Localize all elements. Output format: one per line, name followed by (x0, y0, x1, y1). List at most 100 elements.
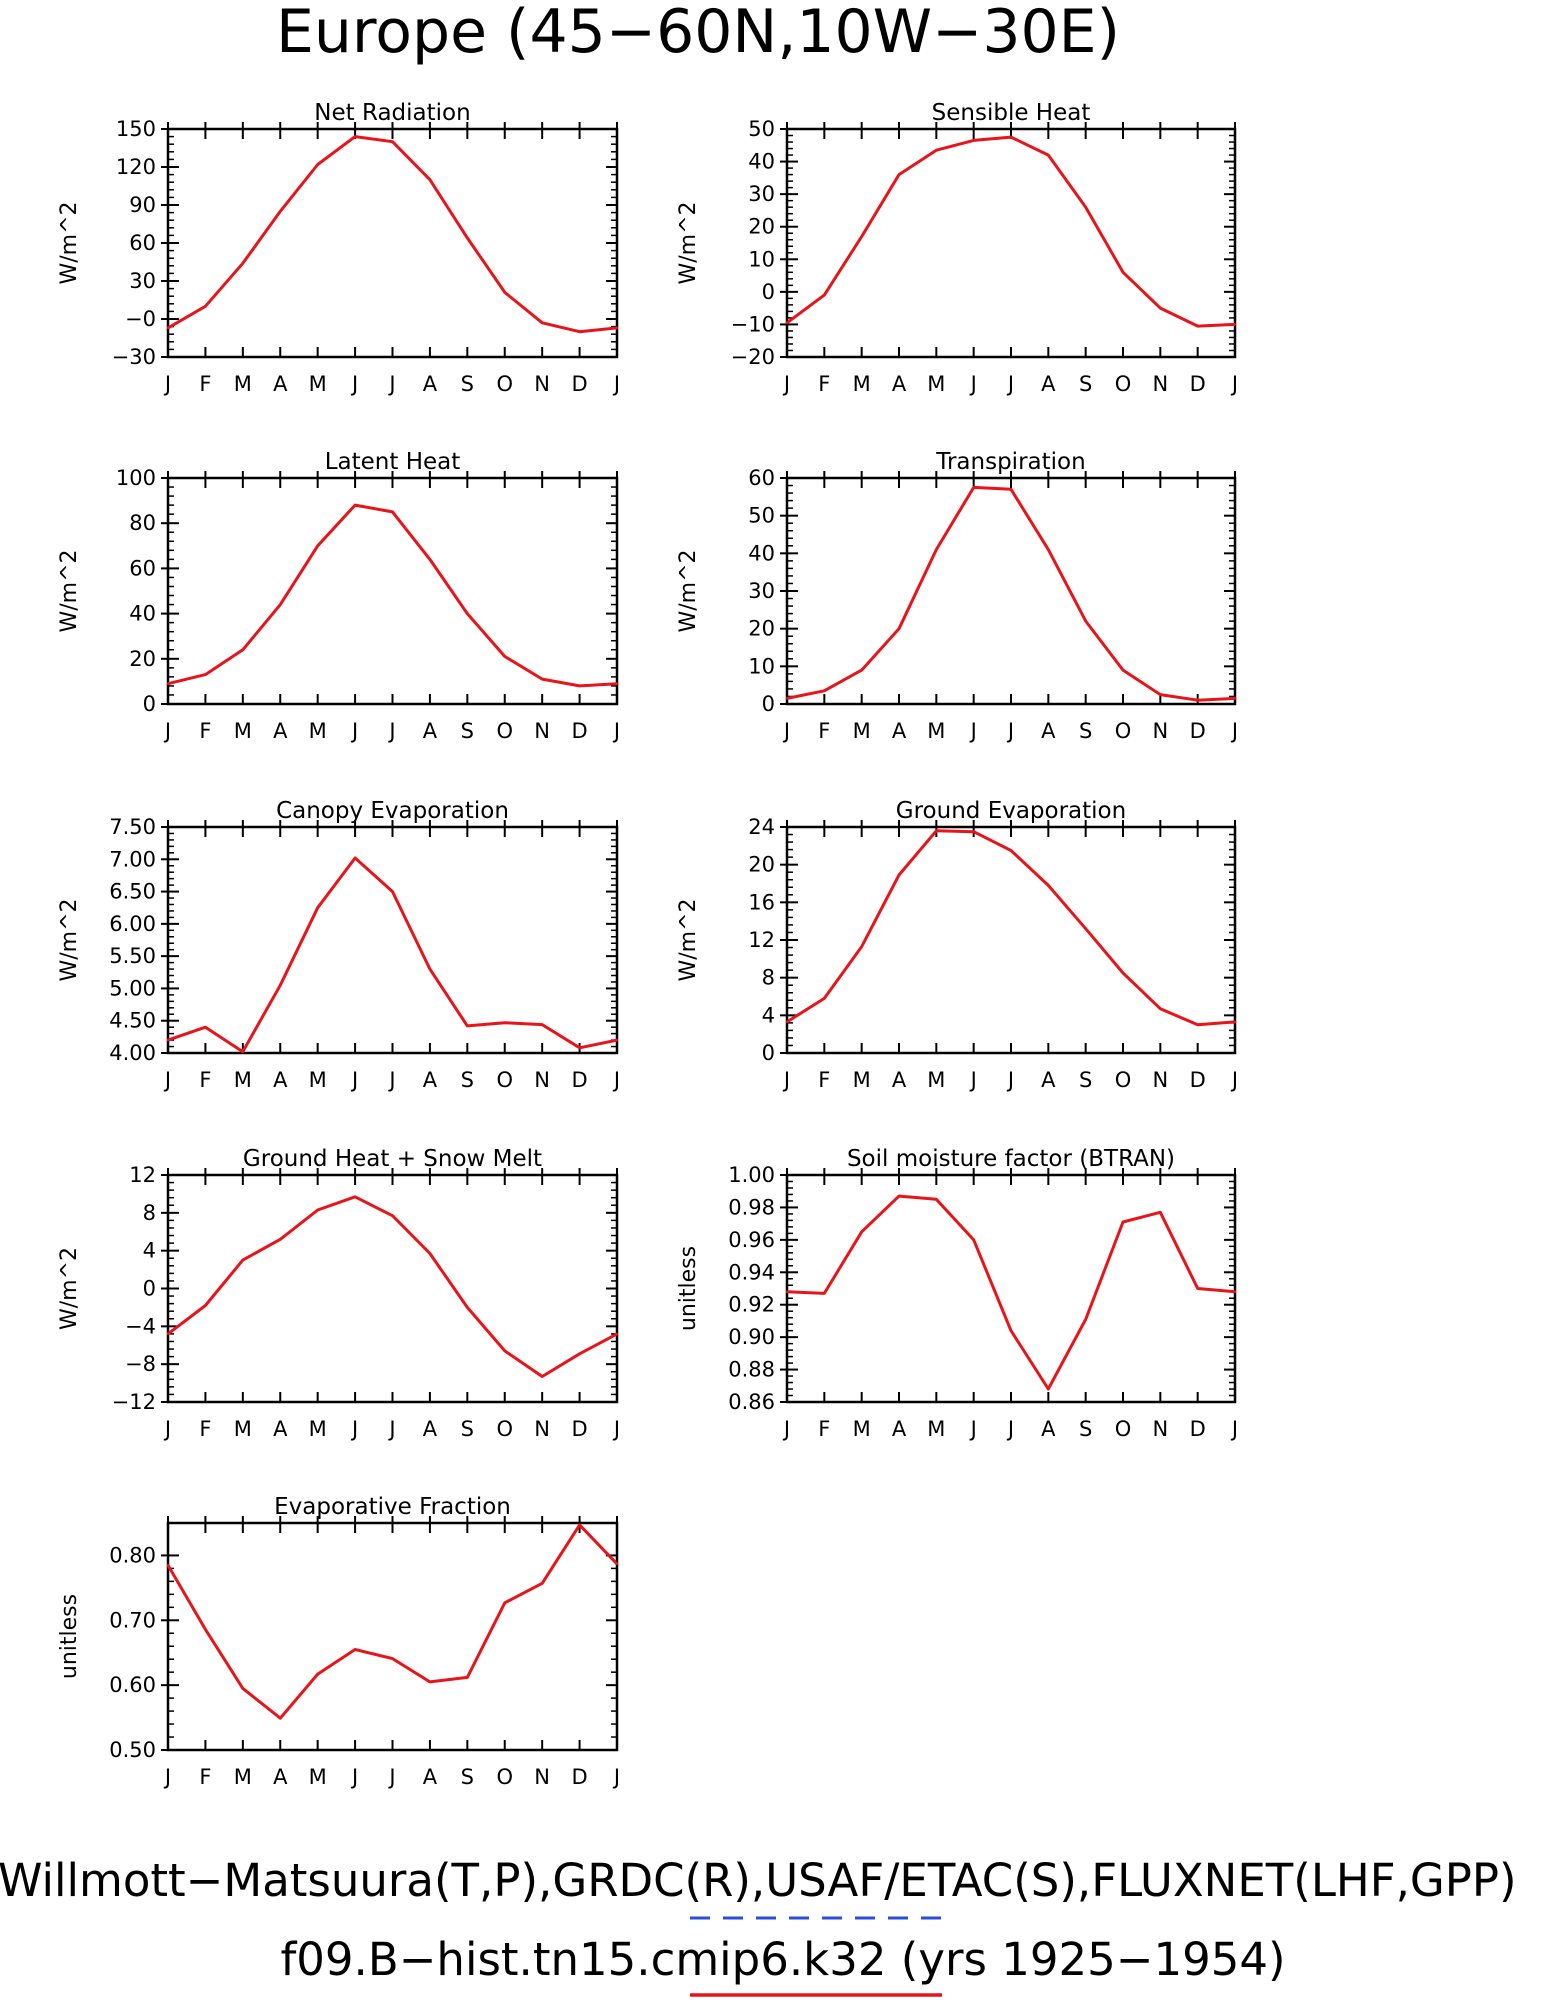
y-tick-label: 0.90 (728, 1325, 775, 1349)
data-point (540, 1582, 544, 1585)
y-tick-label: 6.00 (109, 912, 156, 936)
x-tick-label: M (309, 1068, 327, 1092)
x-tick-label: M (927, 719, 945, 743)
panel-9: Evaporative Fraction unitless 0.50 0.60 0.70… (57, 1494, 620, 1789)
x-tick-label: D (571, 1417, 587, 1441)
data-point (279, 1717, 282, 1720)
y-tick-label: 0.88 (728, 1358, 775, 1382)
x-tick-label: A (892, 1417, 907, 1441)
x-tick-label: S (461, 372, 474, 396)
panel-7: Ground Heat + Snow Melt W/m^2 −12 −8 −4 0 4 8 12… (57, 1146, 620, 1441)
data-point (860, 235, 863, 238)
data-point (615, 1562, 619, 1566)
data-point (428, 967, 432, 971)
data-point (785, 697, 789, 700)
data-point (615, 326, 619, 330)
data-point (860, 1230, 863, 1233)
x-tick-label: J (969, 1417, 977, 1441)
y-tick-label: 0.96 (728, 1228, 775, 1252)
data-point (204, 1304, 207, 1307)
y-tick-label: 12 (129, 1163, 156, 1187)
panel-8: Soil moisture factor (BTRAN) unitless 0.86… (676, 1146, 1238, 1441)
panel-title: Soil moisture factor (BTRAN) (847, 1146, 1175, 1172)
x-tick-label: J (612, 1068, 620, 1092)
x-tick-label: A (273, 719, 288, 743)
data-point (1009, 1329, 1013, 1332)
x-tick-label: F (818, 1068, 830, 1092)
data-point (279, 1238, 282, 1241)
panel-title: Canopy Evaporation (276, 798, 509, 824)
x-tick-label: M (853, 1068, 871, 1092)
y-axis-label: unitless (57, 1594, 82, 1679)
data-point (1121, 1220, 1125, 1224)
x-tick-label: A (1041, 1068, 1056, 1092)
y-axis-label: W/m^2 (57, 549, 82, 632)
x-tick-label: D (571, 1765, 587, 1789)
x-tick-label: J (387, 1417, 395, 1441)
plot-frame (785, 825, 1237, 1055)
data-point (241, 1050, 245, 1053)
x-tick-label: S (461, 1765, 474, 1789)
y-tick-label: 0 (762, 1041, 775, 1065)
x-tick-label: F (199, 1417, 211, 1441)
data-point (316, 163, 319, 166)
data-point (860, 945, 863, 948)
series-line (167, 856, 618, 1054)
data-point (1159, 693, 1162, 696)
x-tick-label: A (273, 372, 288, 396)
data-point (166, 1332, 170, 1336)
data-point (428, 1252, 432, 1255)
x-tick-label: A (892, 372, 907, 396)
data-point (241, 1258, 245, 1262)
x-tick-label: J (350, 1417, 358, 1441)
x-tick-label: S (1079, 1068, 1092, 1092)
y-tick-label: 60 (129, 556, 156, 580)
y-tick-label: 4.50 (109, 1009, 156, 1033)
data-point (428, 558, 432, 561)
data-point (204, 305, 207, 308)
data-point (204, 1628, 207, 1631)
data-point (279, 210, 282, 213)
data-point (166, 1563, 170, 1567)
x-tick-label: A (1041, 1417, 1056, 1441)
data-point (1121, 271, 1125, 274)
y-tick-label: 20 (748, 617, 775, 641)
data-point (823, 997, 826, 1000)
x-tick-label: J (612, 1417, 620, 1441)
x-tick-label: J (350, 719, 358, 743)
x-tick-label: A (423, 719, 438, 743)
x-tick-label: F (818, 372, 830, 396)
y-tick-label: 80 (129, 511, 156, 535)
x-tick-label: J (1006, 372, 1014, 396)
x-tick-label: M (309, 719, 327, 743)
data-point (823, 1292, 826, 1295)
x-tick-label: A (273, 1765, 288, 1789)
y-tick-label: −30 (112, 345, 156, 369)
y-tick-label: 0.70 (109, 1608, 156, 1632)
y-tick-label: 20 (129, 647, 156, 671)
x-tick-label: J (969, 1068, 977, 1092)
x-tick-label: F (199, 1765, 211, 1789)
series-line (786, 1194, 1236, 1391)
plot-frame (166, 825, 619, 1055)
footer-model-run: f09.B−hist.tn15.cmip6.k32 (yrs 1925−1954… (280, 1933, 1285, 1986)
x-tick-label: N (534, 1417, 550, 1441)
x-tick-label: J (782, 719, 790, 743)
data-point (466, 236, 469, 240)
data-point (316, 906, 319, 909)
data-point (935, 148, 938, 152)
data-point (241, 1687, 245, 1690)
y-tick-label: 7.00 (109, 847, 156, 871)
series-line (786, 135, 1236, 328)
x-tick-label: J (163, 1068, 171, 1092)
data-point (279, 984, 282, 987)
x-tick-label: S (1079, 1417, 1092, 1441)
data-point (166, 326, 170, 330)
x-tick-label: A (423, 1068, 438, 1092)
data-point (615, 1038, 619, 1042)
data-point (1196, 324, 1199, 328)
y-axis-label: W/m^2 (676, 898, 701, 981)
